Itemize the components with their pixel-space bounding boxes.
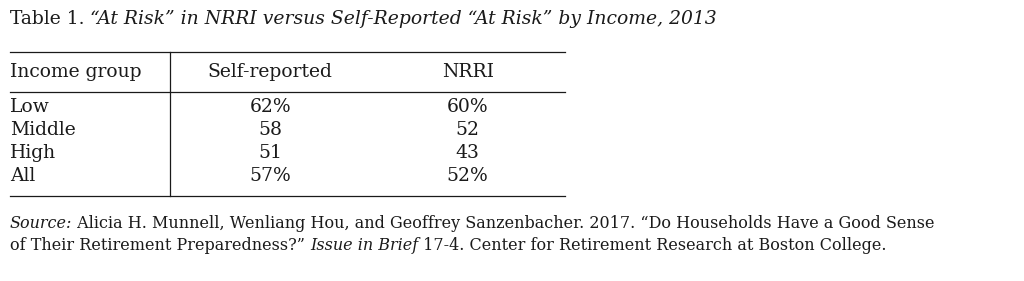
Text: NRRI: NRRI <box>441 63 494 81</box>
Text: 43: 43 <box>456 144 479 162</box>
Text: All: All <box>10 167 35 185</box>
Text: High: High <box>10 144 56 162</box>
Text: Alicia H. Munnell, Wenliang Hou, and Geoffrey Sanzenbacher. 2017. “Do Households: Alicia H. Munnell, Wenliang Hou, and Geo… <box>73 215 935 232</box>
Text: 60%: 60% <box>446 98 488 116</box>
Text: 57%: 57% <box>249 167 291 185</box>
Text: Low: Low <box>10 98 50 116</box>
Text: 58: 58 <box>258 121 283 139</box>
Text: 52%: 52% <box>446 167 488 185</box>
Text: “At Risk” in NRRI versus Self-Reported “At Risk” by Income, 2013: “At Risk” in NRRI versus Self-Reported “… <box>90 10 717 28</box>
Text: Middle: Middle <box>10 121 76 139</box>
Text: 62%: 62% <box>249 98 291 116</box>
Text: 51: 51 <box>258 144 282 162</box>
Text: Table 1.: Table 1. <box>10 10 90 28</box>
Text: of Their Retirement Preparedness?”: of Their Retirement Preparedness?” <box>10 237 310 254</box>
Text: Self-reported: Self-reported <box>208 63 333 81</box>
Text: 17-4. Center for Retirement Research at Boston College.: 17-4. Center for Retirement Research at … <box>418 237 887 254</box>
Text: 52: 52 <box>456 121 479 139</box>
Text: Income group: Income group <box>10 63 141 81</box>
Text: Issue in Brief: Issue in Brief <box>310 237 418 254</box>
Text: Source:: Source: <box>10 215 73 232</box>
